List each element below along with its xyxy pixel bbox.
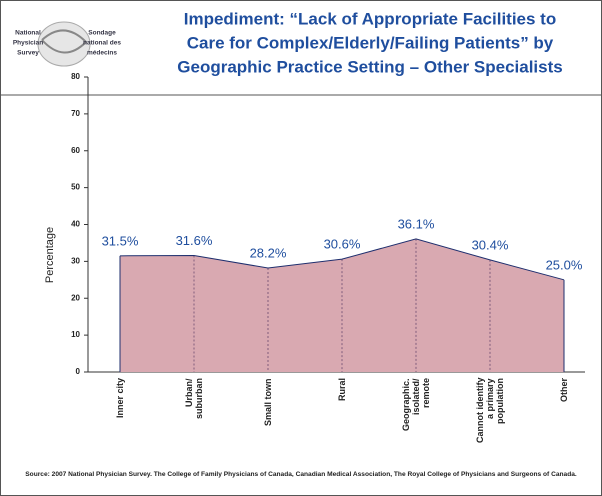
data-label: 31.5% <box>102 233 139 248</box>
logo-text: Physician <box>13 40 43 47</box>
source-note: Source: 2007 National Physician Survey. … <box>25 471 577 478</box>
y-tick-label: 30 <box>71 256 80 265</box>
x-tick-label: Cannot identify a primary population <box>475 378 505 444</box>
x-tick-label: Small town <box>263 378 273 426</box>
logo <box>37 21 91 67</box>
chart-title: Impediment: “Lack of Appropriate Facilit… <box>184 9 556 28</box>
chart-title: Care for Complex/Elderly/Failing Patient… <box>187 33 554 52</box>
data-label: 25.0% <box>546 257 583 272</box>
area <box>120 238 564 372</box>
y-tick-label: 40 <box>71 220 80 229</box>
chart-title: Geographic Practice Setting – Other Spec… <box>177 57 562 76</box>
y-tick-label: 10 <box>71 330 80 339</box>
data-label: 36.1% <box>398 216 435 231</box>
y-tick-label: 60 <box>71 146 80 155</box>
logo-text: Survey <box>17 50 39 57</box>
x-tick-label: Inner city <box>115 378 125 419</box>
y-tick-label: 0 <box>76 367 81 376</box>
y-tick-label: 70 <box>71 109 80 118</box>
y-tick-label: 20 <box>71 293 80 302</box>
logo-text: National <box>15 30 41 37</box>
logo-swoosh <box>41 29 88 54</box>
x-tick-label: Rural <box>337 378 347 402</box>
data-label: 28.2% <box>250 245 287 260</box>
logo-text: médecins <box>87 50 117 57</box>
data-label: 31.6% <box>176 233 213 248</box>
y-tick-label: 50 <box>71 183 80 192</box>
x-tick-label: Geographic. isolated/ remote <box>401 378 431 431</box>
data-label: 30.4% <box>472 237 509 252</box>
y-axis-label: Percentage <box>44 227 56 283</box>
logo-text: Sondage <box>88 30 116 37</box>
area-outline <box>119 238 565 281</box>
x-tick-label: Other <box>559 378 569 403</box>
y-tick-label: 80 <box>71 72 80 81</box>
x-tick-label: Urban/ suburban <box>184 378 204 420</box>
logo-text: national des <box>83 40 121 47</box>
data-label: 30.6% <box>324 237 361 252</box>
